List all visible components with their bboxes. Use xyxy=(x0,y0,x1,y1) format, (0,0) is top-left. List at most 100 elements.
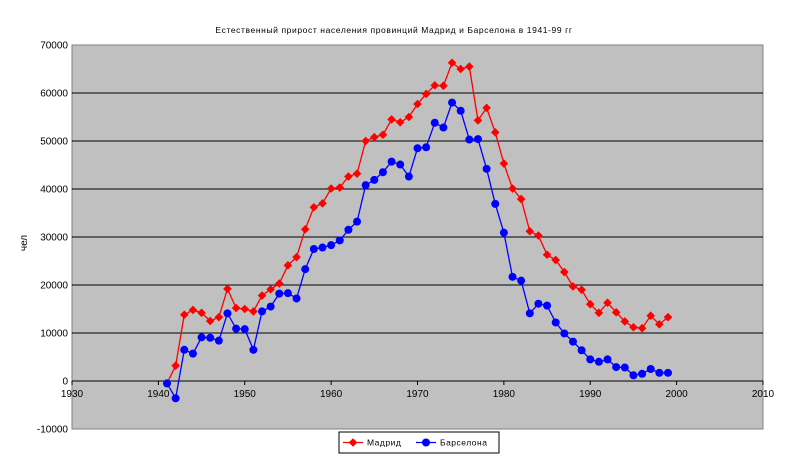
data-point xyxy=(404,172,413,181)
data-point xyxy=(300,225,310,234)
data-point xyxy=(620,363,629,372)
data-point xyxy=(543,301,552,310)
data-point xyxy=(275,289,284,298)
data-point xyxy=(413,144,422,153)
data-point xyxy=(525,309,534,318)
data-point xyxy=(188,305,198,315)
y-tick-label: 40000 xyxy=(40,185,68,196)
data-point xyxy=(214,312,224,322)
data-point xyxy=(508,272,517,281)
data-point xyxy=(344,225,353,234)
data-point xyxy=(473,135,482,144)
data-point xyxy=(490,128,500,137)
x-axis-tick-labels: 1930 1940 1950 1960 1970 1980 1990 2000 2010 xyxy=(61,389,775,400)
x-tick-label: 1970 xyxy=(406,389,429,400)
data-point xyxy=(447,58,457,68)
data-point xyxy=(439,81,448,91)
data-point xyxy=(603,298,612,308)
data-point xyxy=(663,368,672,377)
data-point xyxy=(611,308,621,317)
data-point xyxy=(594,308,604,318)
data-point xyxy=(655,368,664,377)
data-point xyxy=(577,346,586,355)
data-point xyxy=(638,369,647,378)
data-point xyxy=(534,231,543,240)
data-point xyxy=(283,261,293,270)
data-point xyxy=(361,181,370,190)
data-point xyxy=(456,106,465,115)
data-point xyxy=(516,194,526,204)
data-point xyxy=(612,363,621,372)
data-point xyxy=(646,365,655,373)
data-point xyxy=(568,282,578,291)
data-point xyxy=(387,157,396,166)
data-point xyxy=(663,312,673,322)
data-point xyxy=(292,252,301,262)
data-point xyxy=(378,130,388,140)
y-axis-tick-labels: -10000 0 10000 20000 30000 40000 50000 60000 700… xyxy=(37,41,69,436)
data-point xyxy=(301,265,310,274)
data-point xyxy=(629,322,638,332)
data-point xyxy=(620,317,630,326)
data-point xyxy=(603,355,612,364)
series-barcelona xyxy=(163,98,672,403)
x-tick-label: 1930 xyxy=(61,389,84,400)
data-point xyxy=(292,294,301,303)
data-point xyxy=(517,276,526,285)
data-point xyxy=(275,279,284,288)
data-point xyxy=(309,202,319,212)
data-point xyxy=(482,164,491,173)
data-point xyxy=(163,379,172,388)
data-point xyxy=(534,299,543,308)
data-point xyxy=(465,62,474,71)
data-point xyxy=(430,81,440,90)
data-point xyxy=(352,169,362,178)
data-point xyxy=(491,199,500,208)
data-point xyxy=(551,255,560,265)
data-point xyxy=(318,243,327,252)
data-point xyxy=(646,311,656,321)
data-point xyxy=(577,285,586,295)
y-tick-label: 70000 xyxy=(40,41,68,52)
y-tick-label: 60000 xyxy=(40,89,68,100)
legend: Мадрид Барселона xyxy=(338,431,500,454)
data-point xyxy=(629,371,638,380)
data-point xyxy=(542,250,552,260)
data-point xyxy=(560,329,569,338)
data-point xyxy=(404,112,414,122)
data-point xyxy=(473,116,483,125)
y-tick-label: -10000 xyxy=(37,425,69,436)
data-point xyxy=(586,355,595,364)
data-point xyxy=(266,302,275,311)
legend-item: Барселона xyxy=(416,438,487,448)
data-point xyxy=(594,357,603,366)
data-point xyxy=(387,115,396,124)
data-point xyxy=(205,316,215,326)
data-point xyxy=(206,333,215,342)
data-point xyxy=(448,98,457,107)
data-point xyxy=(439,123,448,132)
data-point xyxy=(179,310,189,320)
x-tick-label: 1960 xyxy=(320,389,343,400)
data-point xyxy=(188,349,197,358)
data-point xyxy=(318,199,327,208)
data-point xyxy=(197,308,206,318)
data-point xyxy=(637,323,647,333)
data-point xyxy=(499,228,508,237)
data-point xyxy=(327,241,336,250)
data-point xyxy=(585,299,595,309)
y-axis-label: чел xyxy=(19,235,30,251)
x-tick-label: 1940 xyxy=(147,389,170,400)
data-point xyxy=(370,132,379,142)
data-point xyxy=(180,345,189,354)
x-tick-label: 2000 xyxy=(666,389,689,400)
data-point xyxy=(344,172,353,181)
data-point xyxy=(231,303,241,313)
data-point xyxy=(171,394,180,403)
data-point xyxy=(421,89,431,99)
chart-title: Естественный прирост населения провинций… xyxy=(215,25,572,35)
data-point xyxy=(560,267,569,277)
data-point xyxy=(525,226,535,236)
data-point xyxy=(456,64,465,74)
